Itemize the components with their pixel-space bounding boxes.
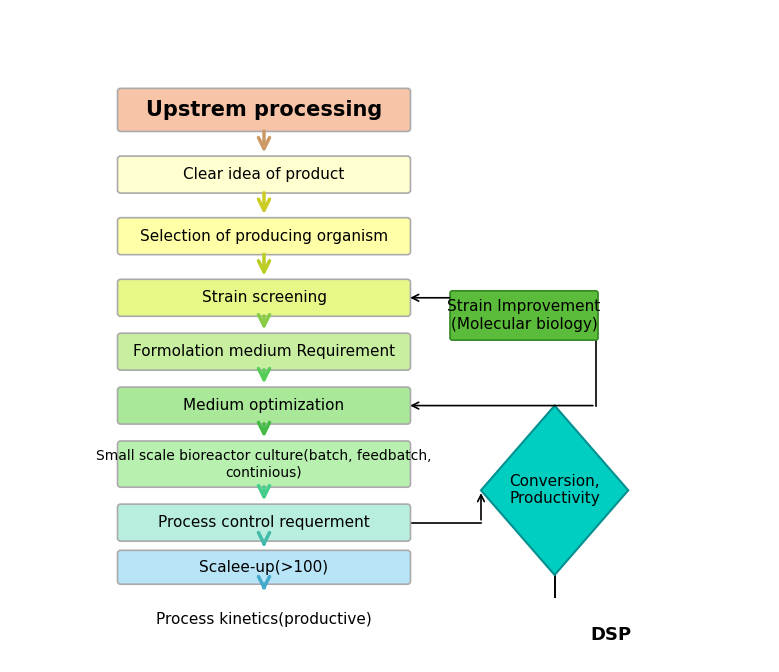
FancyBboxPatch shape <box>118 156 411 193</box>
Text: Strain screening: Strain screening <box>202 290 326 305</box>
Text: DSP: DSP <box>590 626 632 644</box>
FancyBboxPatch shape <box>450 291 598 340</box>
FancyBboxPatch shape <box>118 280 411 317</box>
Text: Process control requerment: Process control requerment <box>158 515 370 530</box>
FancyBboxPatch shape <box>118 550 411 584</box>
Polygon shape <box>481 406 628 575</box>
FancyBboxPatch shape <box>118 387 411 424</box>
FancyBboxPatch shape <box>118 441 411 487</box>
Text: Process kinetics(productive): Process kinetics(productive) <box>156 612 372 627</box>
Text: Selection of producing organism: Selection of producing organism <box>140 228 388 244</box>
Text: Scalee-up(>100): Scalee-up(>100) <box>199 560 329 575</box>
Text: Conversion,
Productivity: Conversion, Productivity <box>509 474 600 507</box>
Text: Medium optimization: Medium optimization <box>183 398 344 413</box>
FancyBboxPatch shape <box>118 333 411 370</box>
FancyBboxPatch shape <box>118 218 411 255</box>
Text: Clear idea of product: Clear idea of product <box>183 167 344 182</box>
Text: Strain Improvement
(Molecular biology): Strain Improvement (Molecular biology) <box>447 299 601 332</box>
FancyBboxPatch shape <box>118 504 411 541</box>
FancyBboxPatch shape <box>574 618 648 653</box>
Text: Formolation medium Requirement: Formolation medium Requirement <box>133 344 395 359</box>
FancyBboxPatch shape <box>118 88 411 132</box>
FancyBboxPatch shape <box>118 601 411 638</box>
Text: Small scale bioreactor culture(batch, feedbatch,
continious): Small scale bioreactor culture(batch, fe… <box>97 449 432 479</box>
Text: Upstrem processing: Upstrem processing <box>146 100 382 120</box>
